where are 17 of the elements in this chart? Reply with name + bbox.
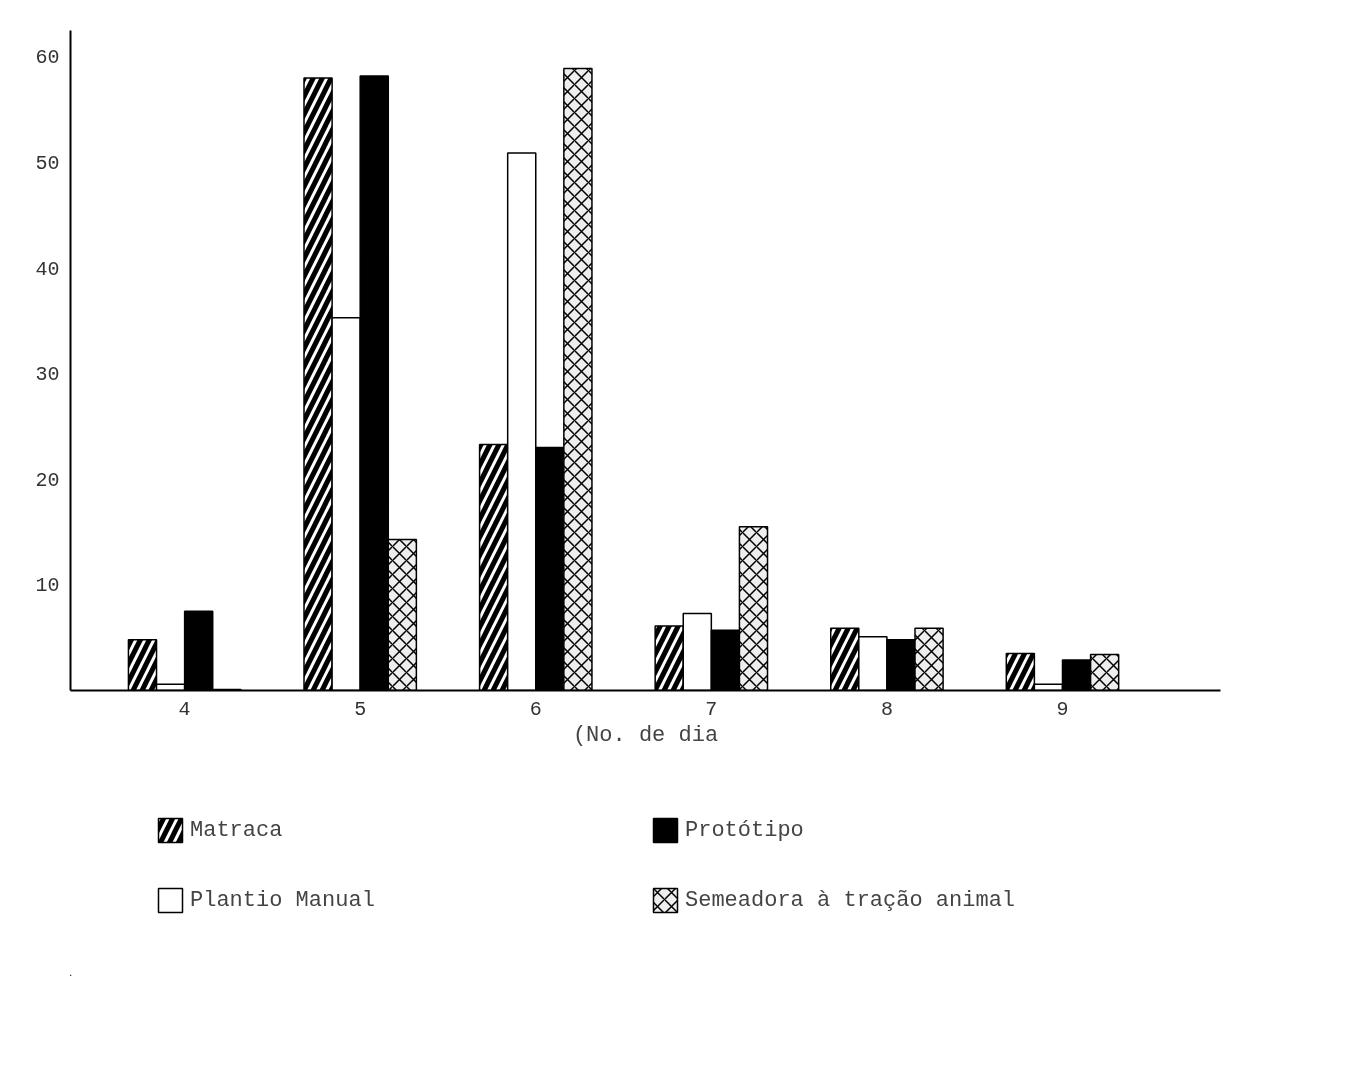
- y-tick-label: 10: [35, 574, 60, 598]
- y-tick-label: 30: [35, 363, 60, 387]
- legend-label: Semeadora à tração animal: [685, 887, 1017, 913]
- x-axis-title: (No. de dia: [572, 722, 719, 748]
- legend-label: Matraca: [190, 817, 284, 843]
- x-tick-label: 8: [880, 697, 893, 721]
- legend-label: Plantio Manual: [190, 887, 376, 913]
- y-tick-label: 60: [35, 46, 60, 70]
- x-tick-label: 6: [529, 697, 542, 721]
- x-tick-label: 7: [705, 697, 718, 721]
- x-tick-label: 5: [354, 697, 367, 721]
- x-tick-label: 4: [178, 697, 191, 721]
- y-tick-label: 40: [35, 257, 60, 281]
- legend-label: Protótipo: [685, 817, 805, 843]
- y-tick-label: 20: [35, 468, 60, 492]
- y-tick-label: 50: [35, 152, 60, 175]
- x-tick-label: 9: [1056, 697, 1069, 721]
